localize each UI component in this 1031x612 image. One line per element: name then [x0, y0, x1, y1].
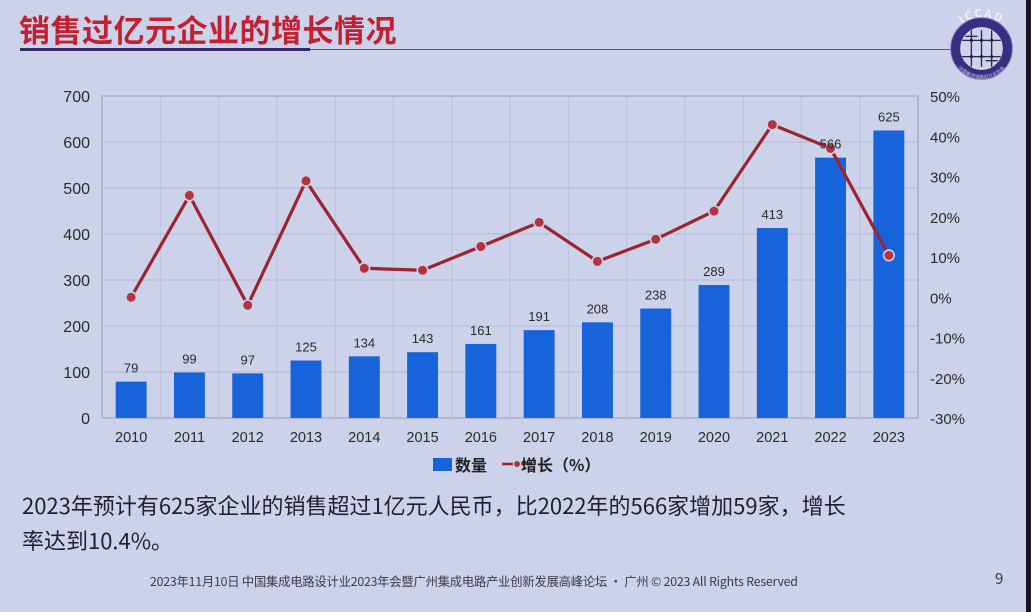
svg-text:-30%: -30%: [930, 411, 965, 428]
svg-text:0%: 0%: [930, 290, 952, 307]
svg-text:2018: 2018: [581, 430, 613, 446]
svg-text:625: 625: [878, 110, 900, 125]
svg-text:600: 600: [63, 135, 90, 152]
svg-text:20%: 20%: [930, 210, 960, 227]
svg-text:134: 134: [353, 335, 375, 350]
svg-text:99: 99: [182, 351, 196, 366]
svg-text:289: 289: [703, 264, 725, 279]
svg-text:413: 413: [761, 207, 783, 222]
svg-text:2019: 2019: [640, 430, 672, 446]
svg-text:2020: 2020: [698, 430, 730, 446]
svg-text:238: 238: [645, 288, 667, 303]
svg-text:300: 300: [63, 273, 90, 290]
svg-text:2017: 2017: [523, 430, 555, 446]
svg-text:2014: 2014: [348, 430, 380, 446]
svg-text:-20%: -20%: [930, 371, 965, 388]
svg-text:2011: 2011: [174, 430, 205, 446]
svg-text:200: 200: [63, 319, 90, 336]
svg-text:30%: 30%: [930, 170, 960, 187]
svg-text:2023: 2023: [873, 430, 905, 446]
svg-text:500: 500: [63, 181, 90, 198]
svg-text:700: 700: [63, 89, 90, 106]
svg-text:191: 191: [528, 309, 550, 324]
svg-text:0: 0: [81, 411, 90, 428]
svg-text:2015: 2015: [406, 430, 438, 446]
svg-text:40%: 40%: [930, 129, 960, 146]
svg-text:97: 97: [240, 352, 254, 367]
svg-text:161: 161: [470, 323, 492, 338]
svg-text:2012: 2012: [232, 430, 264, 446]
svg-text:100: 100: [63, 365, 90, 382]
svg-text:-10%: -10%: [930, 331, 965, 348]
svg-text:79: 79: [124, 361, 138, 376]
svg-text:143: 143: [412, 331, 434, 346]
svg-text:2021: 2021: [756, 430, 788, 446]
svg-text:400: 400: [63, 227, 90, 244]
svg-text:2013: 2013: [290, 430, 322, 446]
svg-text:125: 125: [295, 340, 317, 355]
svg-text:10%: 10%: [930, 250, 960, 267]
svg-text:208: 208: [587, 301, 609, 316]
svg-text:2022: 2022: [814, 430, 846, 446]
svg-text:566: 566: [820, 137, 842, 152]
svg-text:50%: 50%: [930, 89, 960, 106]
svg-text:2010: 2010: [115, 430, 147, 446]
svg-text:2016: 2016: [465, 430, 497, 446]
